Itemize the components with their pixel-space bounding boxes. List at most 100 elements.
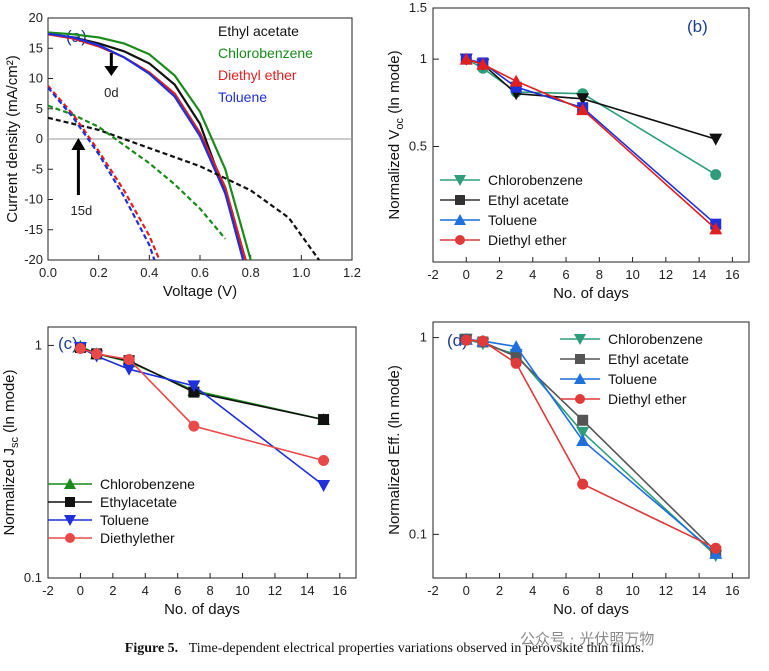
legend-label: Diethyl ether — [608, 391, 687, 407]
y-tick-label: 15 — [29, 40, 43, 55]
x-tick-label: 16 — [725, 583, 739, 598]
data-point — [476, 57, 490, 70]
x-tick-label: 1.2 — [343, 265, 361, 280]
wechat-watermark: 公众号 · 光伏照万物 — [520, 630, 655, 648]
x-tick-label: -2 — [42, 583, 54, 598]
data-point — [510, 357, 522, 369]
y-axis-title-tail: (ln mode) — [1, 369, 18, 437]
y-tick-label: 5 — [36, 101, 43, 116]
panel-label: (c) — [58, 334, 78, 353]
data-point — [509, 340, 523, 353]
data-point — [318, 414, 330, 426]
x-tick-label: 10 — [235, 583, 249, 598]
series-line — [47, 31, 252, 261]
x-tick-label: 12 — [268, 583, 282, 598]
y-tick-label: 1 — [420, 330, 427, 345]
data-point — [509, 74, 523, 87]
x-tick-label: 12 — [659, 583, 673, 598]
y-axis-title: Normalized Jsc (ln mode) — [1, 369, 21, 535]
annotation-15d: 15d — [71, 203, 93, 218]
x-tick-label: 16 — [725, 267, 739, 282]
y-axis-title: Normalized Eff. (ln mode) — [386, 365, 403, 535]
data-point — [123, 353, 135, 365]
series-line — [466, 338, 717, 552]
data-point — [188, 420, 200, 432]
series-line — [466, 339, 717, 549]
legend-marker — [455, 235, 465, 245]
legend-entry: Ethyl acetate — [218, 23, 299, 39]
figure-caption: Figure 5. Time-dependent electrical prop… — [0, 641, 769, 657]
x-tick-label: -2 — [427, 267, 439, 282]
legend-marker — [455, 195, 465, 205]
data-point — [477, 335, 489, 347]
data-point — [710, 169, 722, 181]
plot-frame — [47, 326, 357, 579]
legend-label: Toluene — [608, 371, 657, 387]
y-axis-title-main: Current density (mA/cm²) — [4, 55, 21, 223]
x-axis-title: Voltage (V) — [163, 283, 237, 300]
data-point — [460, 334, 472, 346]
y-axis-title-main: Normalized V — [386, 130, 403, 220]
legend-entry: Toluene — [218, 89, 267, 105]
y-axis-title: Normalized Voc (ln mode) — [386, 50, 406, 219]
x-tick-label: -2 — [427, 583, 439, 598]
y-tick-label: -15 — [24, 222, 43, 237]
x-tick-label: 14 — [300, 583, 314, 598]
panel-a: 0.0 0.2 0.4 0.6 0.8 1.0 1.2 20 15 10 5 0 -5 -10 -15 -20… — [4, 10, 361, 300]
y-tick-label: 20 — [29, 10, 43, 25]
x-tick-label: 0 — [463, 267, 470, 282]
data-point — [577, 478, 589, 490]
legend-marker — [575, 354, 585, 364]
x-tick-label: 10 — [625, 267, 639, 282]
legend-label: Ethyl acetate — [608, 351, 689, 367]
series-line — [47, 85, 161, 261]
x-tick-label: 6 — [562, 267, 569, 282]
arrow-head-0d — [104, 66, 119, 76]
x-tick-label: 2 — [496, 267, 503, 282]
x-axis-title: No. of days — [164, 601, 240, 618]
x-tick-label: 0 — [463, 583, 470, 598]
series-line — [80, 346, 325, 487]
y-axis-title-main: Normalized Eff. (ln mode) — [386, 365, 403, 535]
x-tick-label: 12 — [659, 267, 673, 282]
legend-marker — [574, 334, 586, 345]
data-point — [317, 479, 331, 492]
legend-marker — [574, 373, 586, 384]
y-tick-label: 0 — [36, 131, 43, 146]
x-tick-label: 4 — [529, 267, 536, 282]
y-tick-label: 0.1 — [24, 570, 42, 585]
legend-marker — [575, 394, 585, 404]
legend-label: Diethyl ether — [488, 232, 567, 248]
data-point — [576, 93, 590, 106]
y-axis-title: Current density (mA/cm²) — [4, 55, 21, 223]
data-point — [710, 542, 722, 554]
y-axis-title-sub: sc — [9, 437, 21, 449]
data-point — [459, 52, 473, 65]
legend-marker — [65, 497, 75, 507]
x-tick-label: 16 — [333, 583, 347, 598]
y-axis-title-sub: oc — [394, 117, 406, 129]
x-tick-label: 0.6 — [191, 265, 209, 280]
x-tick-label: 14 — [692, 267, 706, 282]
data-point — [74, 342, 86, 354]
series-line — [80, 346, 324, 421]
panel-label: (b) — [687, 17, 708, 36]
data-point — [122, 363, 136, 376]
y-axis-title-main: Normalized J — [1, 448, 18, 536]
legend-label: Ethyl acetate — [488, 192, 569, 208]
legend-label: Diethylether — [100, 530, 175, 546]
x-axis-title: No. of days — [553, 285, 629, 302]
x-tick-label: 4 — [529, 583, 536, 598]
plot-frame — [432, 321, 750, 579]
x-tick-label: 1.0 — [292, 265, 310, 280]
legend-marker — [64, 478, 76, 489]
annotation-0d: 0d — [104, 85, 118, 100]
y-axis-title-tail: (ln mode) — [386, 50, 403, 118]
x-tick-label: 14 — [692, 583, 706, 598]
series-line — [80, 347, 324, 462]
y-tick-label: 0.5 — [409, 138, 427, 153]
x-tick-label: 10 — [625, 583, 639, 598]
y-tick-label: -5 — [31, 161, 43, 176]
data-point — [577, 414, 589, 426]
